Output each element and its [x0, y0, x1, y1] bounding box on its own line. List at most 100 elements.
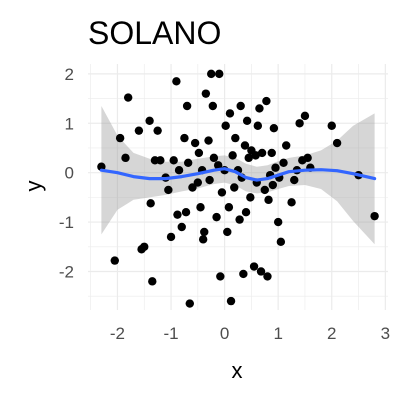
y-tick-label: 1 [65, 114, 74, 133]
data-point [97, 162, 106, 171]
data-point [303, 153, 312, 163]
data-point [224, 203, 234, 212]
data-point [300, 111, 310, 121]
data-point [173, 210, 182, 219]
data-point [156, 156, 165, 165]
data-point [240, 141, 250, 150]
data-point [182, 101, 192, 111]
data-point [255, 104, 264, 113]
y-tick-label: 0 [65, 164, 74, 183]
data-point [148, 277, 157, 286]
data-point [271, 163, 280, 172]
data-point [287, 198, 296, 207]
data-point [185, 299, 194, 308]
confidence-ribbon [101, 106, 375, 245]
data-point [166, 232, 176, 242]
data-point [215, 69, 224, 79]
data-point [213, 161, 223, 170]
data-point [198, 235, 208, 244]
data-point [183, 158, 193, 167]
data-point [200, 227, 209, 237]
data-point [327, 121, 336, 130]
data-point [174, 166, 184, 175]
x-tick-label: 0 [220, 324, 229, 343]
data-point [115, 133, 125, 143]
data-point [256, 267, 266, 276]
data-point [188, 183, 197, 192]
data-point [196, 203, 205, 212]
data-point [239, 269, 248, 279]
data-point [208, 101, 218, 111]
x-tick-label: 1 [273, 324, 282, 343]
data-point [290, 175, 299, 185]
data-point [181, 207, 191, 217]
smooth-line-layer [99, 167, 377, 182]
x-tick-label: 3 [381, 324, 390, 343]
data-point [207, 69, 216, 79]
data-point [164, 185, 173, 195]
data-point [221, 121, 230, 130]
data-point [123, 93, 133, 102]
x-tick-label: 2 [327, 324, 336, 343]
data-point [140, 242, 149, 251]
y-tick-label: -1 [59, 213, 74, 232]
data-point [193, 178, 203, 187]
data-point [194, 148, 204, 158]
data-point [230, 183, 239, 192]
y-axis-title: y [21, 181, 46, 192]
data-point [257, 148, 267, 158]
data-point [268, 180, 278, 190]
data-point [262, 96, 271, 106]
data-point [201, 89, 211, 98]
data-point [249, 262, 259, 271]
data-point [225, 109, 235, 118]
data-point [169, 156, 178, 165]
data-point [217, 188, 227, 197]
data-point [153, 126, 162, 135]
data-point [216, 272, 225, 281]
data-point [267, 148, 276, 158]
data-point [273, 217, 283, 227]
data-point [253, 121, 263, 130]
x-axis-title: x [232, 358, 243, 383]
data-point [276, 237, 286, 247]
data-point [246, 193, 255, 202]
data-point [145, 116, 154, 126]
data-point [134, 126, 144, 135]
data-point [251, 151, 260, 160]
data-point [177, 222, 186, 232]
data-point [180, 133, 189, 143]
y-tick-label: 2 [65, 65, 74, 84]
data-point [172, 77, 181, 86]
data-point [110, 256, 119, 265]
data-point [204, 136, 213, 145]
data-point [212, 212, 221, 222]
confidence-ribbon-layer [101, 106, 375, 245]
data-point [279, 158, 288, 167]
data-point [242, 116, 252, 126]
data-point [244, 153, 253, 163]
data-point [209, 153, 219, 163]
data-point [146, 199, 155, 208]
data-point [223, 227, 232, 237]
data-point [235, 215, 244, 224]
data-point [226, 296, 236, 306]
data-point [282, 141, 291, 150]
data-point [370, 211, 379, 221]
data-point [263, 272, 272, 281]
data-point [228, 151, 237, 160]
y-tick-label: -2 [59, 262, 74, 281]
data-point [231, 133, 240, 143]
tick-labels: -2 -1 0 1 2 3 -2 -1 0 1 2 [59, 65, 390, 343]
chart-title: SOLANO [88, 15, 221, 51]
data-point [269, 124, 279, 133]
x-tick-label: -2 [110, 324, 125, 343]
data-point [332, 138, 342, 148]
data-point [260, 185, 269, 195]
data-point [190, 138, 200, 148]
smooth-line [99, 167, 377, 182]
x-tick-label: -1 [163, 324, 178, 343]
data-point [295, 119, 304, 128]
